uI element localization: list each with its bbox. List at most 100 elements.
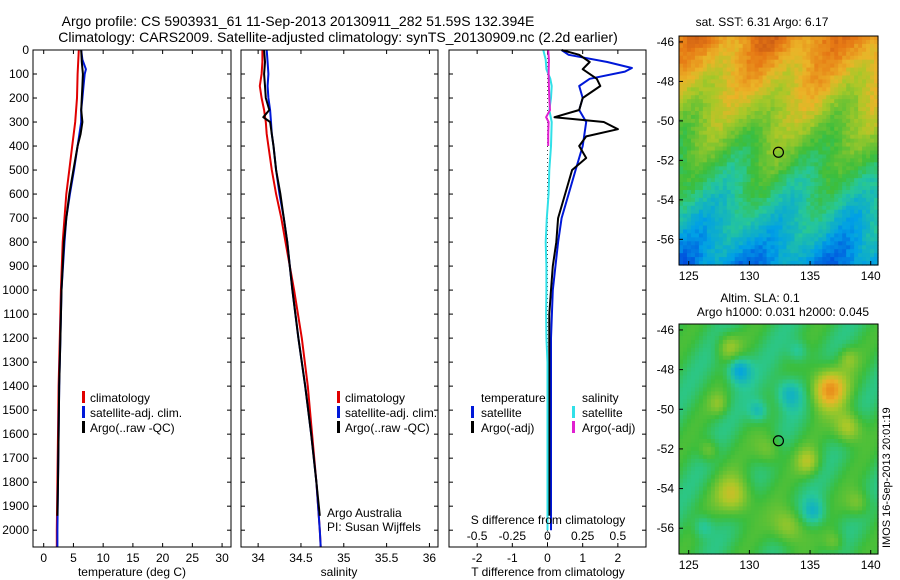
map-cell <box>854 91 859 96</box>
map-cell <box>690 67 696 73</box>
map-cell <box>846 233 851 238</box>
map-cell <box>838 450 843 456</box>
map-cell <box>706 83 712 88</box>
map-cell <box>790 367 796 373</box>
map-cell <box>838 391 843 396</box>
map-cell <box>774 371 780 377</box>
map-cell <box>734 209 740 215</box>
map-cell <box>686 411 692 416</box>
map-cell <box>854 407 859 412</box>
map-cell <box>854 201 859 207</box>
map-cell <box>846 253 851 258</box>
map-cell <box>858 107 863 112</box>
map-cell <box>686 439 692 444</box>
map-cell <box>794 114 799 120</box>
map-cell <box>830 339 835 345</box>
map-cell <box>830 189 835 195</box>
map-cell <box>770 111 776 116</box>
map-cell <box>802 122 807 128</box>
map-cell <box>726 233 732 238</box>
map-cell <box>686 249 692 254</box>
map-cell <box>750 359 756 365</box>
map-cell <box>694 253 700 258</box>
map-cell <box>782 245 788 250</box>
map-cell <box>814 387 819 393</box>
map-cell <box>706 375 712 381</box>
map-cell <box>814 142 819 148</box>
map-cell <box>718 431 724 436</box>
map-cell <box>686 134 692 140</box>
map-cell <box>722 371 728 377</box>
map-cell <box>690 36 696 41</box>
map-cell <box>774 63 780 69</box>
map-cell <box>802 233 807 238</box>
x-tick-label: 0 <box>40 551 47 565</box>
map-cell <box>830 249 835 254</box>
map-cell <box>814 87 819 92</box>
map-cell <box>758 221 764 227</box>
map-cell <box>842 166 847 171</box>
map-cell <box>782 178 788 183</box>
map-cell <box>690 327 696 333</box>
map-cell <box>690 201 696 207</box>
map-cell <box>686 343 692 349</box>
map-cell <box>846 130 851 136</box>
map-cell <box>750 205 756 211</box>
map-cell <box>846 209 851 215</box>
map-cell <box>714 130 720 136</box>
map-cell <box>866 375 871 381</box>
map-cell <box>694 107 700 112</box>
map-cell <box>742 431 748 436</box>
map-cell <box>770 83 776 88</box>
map-cell <box>702 375 708 381</box>
map-cell <box>870 205 875 211</box>
map-cell <box>754 174 760 179</box>
map-cell <box>714 446 720 452</box>
map-cell <box>818 162 823 167</box>
map-cell <box>790 237 796 242</box>
difference-frame <box>448 49 647 548</box>
map-cell <box>710 217 716 223</box>
map-cell <box>778 59 784 65</box>
map-cell <box>822 343 827 349</box>
map-cell <box>762 91 768 96</box>
map-cell <box>726 462 732 468</box>
map-cell <box>774 249 780 254</box>
map-cell <box>734 186 740 191</box>
map-cell <box>706 150 712 156</box>
map-cell <box>694 217 700 223</box>
map-cell <box>738 87 744 92</box>
map-cell <box>718 87 724 92</box>
map-cell <box>810 221 815 227</box>
map-cell <box>870 71 875 77</box>
map-cell <box>866 363 871 369</box>
map-cell <box>734 221 740 227</box>
map-cell <box>762 87 768 92</box>
map-cell <box>842 359 847 365</box>
map-cell <box>810 233 815 238</box>
map-cell <box>698 130 704 136</box>
map-cell <box>830 47 835 53</box>
map-cell <box>810 458 815 464</box>
map-cell <box>722 427 728 432</box>
map-cell <box>782 454 788 460</box>
map-cell <box>846 43 851 49</box>
map-cell <box>834 324 839 329</box>
map-cell <box>782 233 788 238</box>
map-x-tick-label: 130 <box>739 269 759 283</box>
map-cell <box>786 245 792 250</box>
map-cell <box>838 122 843 128</box>
map-cell <box>782 343 788 349</box>
map-cell <box>682 253 688 258</box>
map-cell <box>834 178 839 183</box>
map-cell <box>718 55 724 61</box>
map-cell <box>758 39 764 45</box>
map-cell <box>730 253 736 258</box>
map-cell <box>838 375 843 381</box>
map-cell <box>722 209 728 215</box>
map-cell <box>782 43 788 49</box>
map-cell <box>754 193 760 199</box>
map-cell <box>822 462 827 468</box>
map-cell <box>766 186 772 191</box>
map-cell <box>774 419 780 424</box>
